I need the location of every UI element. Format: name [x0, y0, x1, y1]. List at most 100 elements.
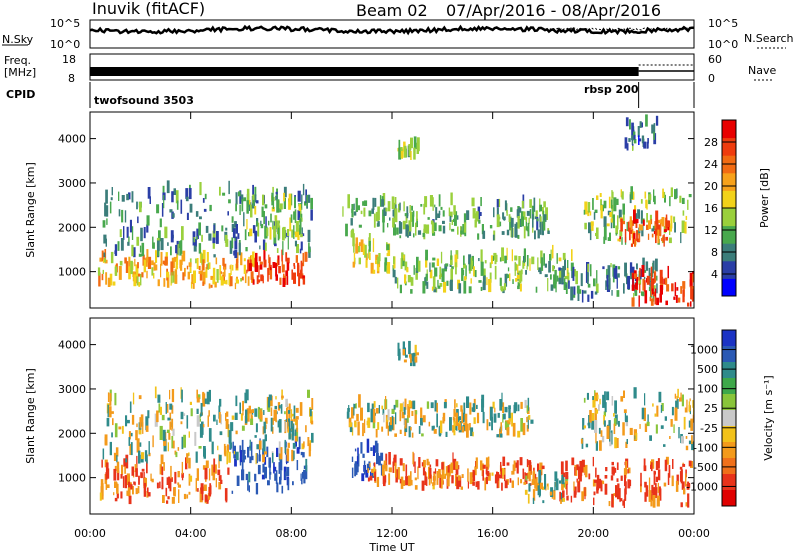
echo-cell	[622, 500, 625, 506]
echo-cell	[650, 298, 654, 306]
echo-cell	[170, 230, 174, 243]
echo-cell	[357, 453, 360, 467]
echo-cell	[655, 461, 659, 470]
echo-cell	[392, 461, 394, 473]
echo-cell	[629, 262, 633, 275]
echo-cell	[137, 216, 139, 224]
echo-cell	[200, 403, 203, 416]
echo-cell	[186, 415, 189, 429]
echo-cell	[561, 273, 564, 284]
echo-cell	[385, 207, 388, 212]
echo-cell	[247, 480, 249, 491]
echo-cell	[658, 391, 662, 403]
echo-cell	[377, 422, 380, 430]
echo-cell	[162, 185, 165, 198]
echo-cell	[177, 482, 180, 486]
echo-cell	[275, 274, 278, 281]
echo-cell	[132, 392, 135, 405]
echo-cell	[499, 221, 502, 227]
echo-cell	[102, 269, 104, 274]
echo-cell	[265, 227, 269, 237]
echo-cell	[469, 402, 472, 415]
echo-cell	[146, 215, 150, 226]
echo-cell	[181, 389, 183, 403]
echo-cell	[258, 409, 262, 420]
echo-cell	[401, 411, 405, 419]
echo-cell	[362, 422, 364, 437]
echo-cell	[402, 220, 406, 230]
echo-cell	[425, 476, 428, 486]
echo-cell	[404, 398, 407, 410]
echo-cell	[478, 212, 482, 216]
echo-cell	[650, 219, 653, 225]
noise-panel: N.Sky 10^5 10^0 10^5 10^0 N.Search	[2, 17, 794, 51]
echo-cell	[554, 482, 556, 491]
echo-cell	[172, 440, 175, 449]
echo-cell	[543, 201, 546, 208]
echo-cell	[355, 237, 358, 250]
echo-cell	[248, 405, 251, 414]
echo-cell	[453, 205, 456, 215]
echo-cell	[645, 114, 648, 127]
echo-cell	[661, 217, 665, 227]
echo-cell	[147, 187, 151, 199]
echo-cell	[287, 478, 290, 491]
echo-cell	[286, 262, 290, 271]
echo-cell	[198, 265, 201, 271]
echo-cell	[235, 395, 238, 407]
echo-cell	[234, 236, 238, 250]
echo-cell	[604, 475, 608, 479]
echo-cell	[526, 226, 529, 232]
echo-cell	[681, 481, 685, 490]
echo-cell	[655, 424, 658, 434]
echo-cell	[395, 399, 399, 408]
echo-cell	[590, 290, 594, 299]
echo-cell	[435, 207, 438, 221]
echo-cell	[612, 273, 615, 283]
echo-cell	[640, 483, 642, 493]
echo-cell	[688, 194, 692, 198]
echo-cell	[649, 214, 652, 222]
echo-cell	[645, 261, 649, 271]
echo-cell	[300, 260, 303, 272]
echo-cell	[214, 281, 217, 288]
echo-cell	[138, 253, 142, 257]
echo-cell	[520, 216, 524, 227]
echo-cell	[472, 431, 474, 437]
echo-cell	[606, 391, 610, 401]
echo-cell	[611, 466, 613, 475]
echo-cell	[264, 225, 267, 239]
echo-cell	[236, 475, 240, 486]
echo-cell	[435, 459, 439, 467]
echo-cell	[134, 464, 137, 473]
echo-cell	[443, 402, 447, 409]
echo-cell	[273, 225, 276, 238]
echo-cell	[434, 267, 438, 277]
echo-cell	[202, 281, 205, 286]
echo-cell	[508, 214, 511, 222]
beam-label: Beam 02	[356, 1, 428, 20]
echo-cell	[285, 398, 288, 407]
echo-cell	[121, 464, 124, 475]
echo-cell	[680, 469, 683, 484]
echo-cell	[651, 484, 654, 494]
echo-cell	[407, 475, 411, 487]
echo-cell	[566, 495, 569, 501]
echo-cell	[570, 262, 574, 271]
echo-cell	[619, 230, 623, 237]
echo-cell	[565, 282, 568, 294]
echo-cell	[500, 422, 502, 435]
echo-cell	[445, 431, 448, 437]
echo-cell	[630, 186, 633, 200]
echo-cell	[171, 405, 174, 414]
echo-cell	[109, 273, 113, 286]
echo-cell	[130, 484, 133, 490]
echo-cell	[519, 283, 522, 292]
echo-cell	[227, 211, 229, 216]
echo-cell	[382, 474, 386, 484]
echo-cell	[472, 208, 476, 219]
echo-cell	[643, 280, 646, 292]
echo-cell	[550, 284, 554, 291]
echo-cell	[631, 135, 634, 141]
freq-tick-top: 18	[62, 53, 76, 66]
